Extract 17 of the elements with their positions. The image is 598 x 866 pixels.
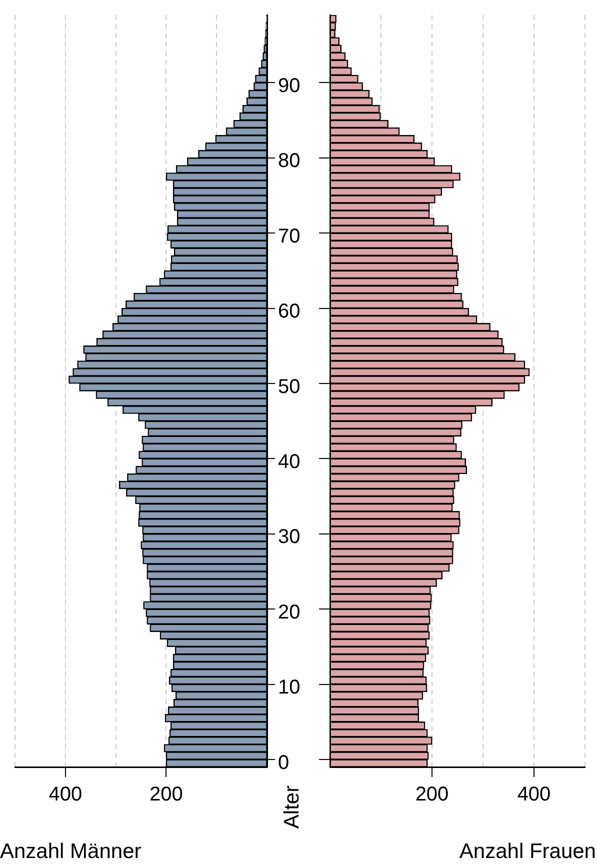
y-tick-label: 40 [278,450,300,473]
x-axis-title: Anzahl Männer [0,840,142,863]
y-tick-label: 10 [278,676,300,699]
y-tick-label: 60 [278,300,300,323]
x-tick-label: 400 [48,784,82,806]
y-tick-label: 70 [278,225,300,248]
x-tick-label: 400 [517,784,551,806]
y-tick-label: 90 [278,74,300,97]
x-axis-title: Anzahl Frauen [459,840,596,863]
y-axis-title: Alter [280,785,304,829]
y-tick-label: 80 [278,150,300,172]
y-tick-label: 50 [278,376,300,398]
x-tick-label: 200 [415,784,449,806]
y-tick-label: 0 [278,752,290,774]
y-tick-label: 20 [278,601,300,624]
x-tick-label: 200 [150,784,183,806]
y-tick-label: 30 [278,526,300,548]
